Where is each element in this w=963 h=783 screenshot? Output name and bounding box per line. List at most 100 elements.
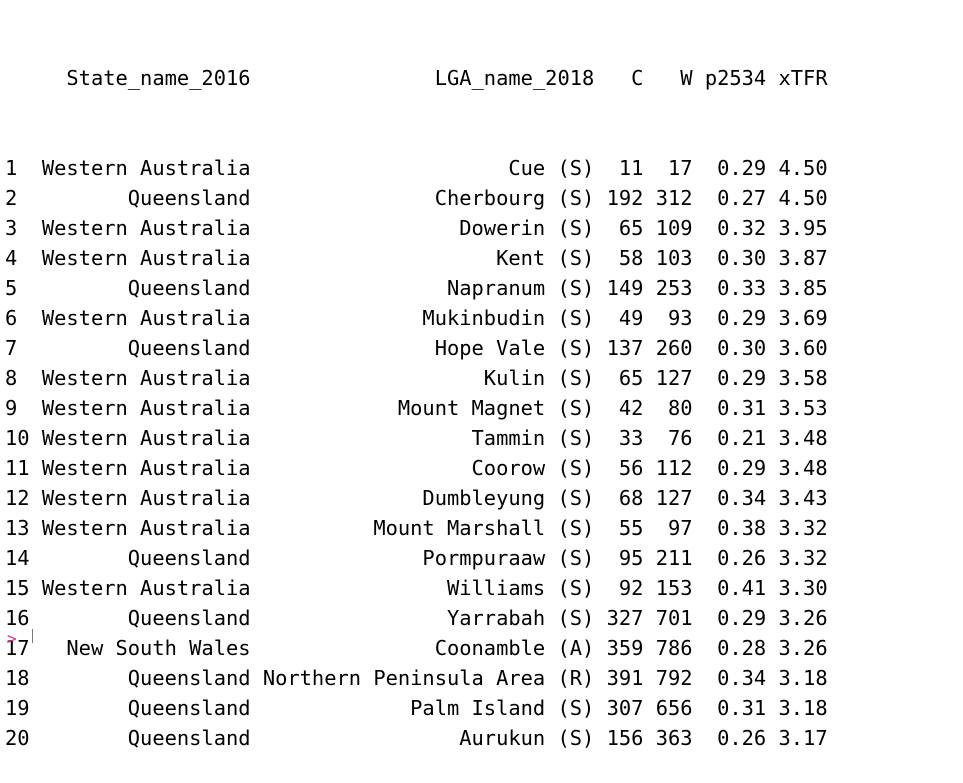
cell-c: 68 bbox=[606, 486, 644, 510]
cell-p2534: 0.29 bbox=[704, 606, 767, 630]
cell-lga: Pormpuraaw (S) bbox=[262, 546, 595, 570]
cell-c: 56 bbox=[606, 456, 644, 480]
cell-p2534: 0.30 bbox=[704, 246, 767, 270]
cell-state: Queensland bbox=[41, 696, 251, 720]
cell-w: 153 bbox=[655, 576, 693, 600]
cell-c: 33 bbox=[606, 426, 644, 450]
cell-lga: Napranum (S) bbox=[262, 276, 595, 300]
cell-xtfr: 3.43 bbox=[778, 486, 828, 510]
row-index: 8 bbox=[5, 366, 30, 390]
cell-xtfr: 3.48 bbox=[778, 456, 828, 480]
cell-lga: Coonamble (A) bbox=[262, 636, 595, 660]
row-index: 3 bbox=[5, 216, 30, 240]
cell-lga: Dumbleyung (S) bbox=[262, 486, 595, 510]
cell-lga: Williams (S) bbox=[262, 576, 595, 600]
cell-state: Western Australia bbox=[41, 306, 251, 330]
prompt-caret: > bbox=[7, 629, 17, 648]
cell-p2534: 0.32 bbox=[704, 216, 767, 240]
table-row: 17 New South Wales Coonamble (A) 359 786… bbox=[5, 633, 828, 663]
table-row: 20 Queensland Aurukun (S) 156 363 0.26 3… bbox=[5, 723, 828, 753]
table-row: 19 Queensland Palm Island (S) 307 656 0.… bbox=[5, 693, 828, 723]
row-index: 2 bbox=[5, 186, 30, 210]
table-row: 16 Queensland Yarrabah (S) 327 701 0.29 … bbox=[5, 603, 828, 633]
table-row: 6 Western Australia Mukinbudin (S) 49 93… bbox=[5, 303, 828, 333]
table-row: 7 Queensland Hope Vale (S) 137 260 0.30 … bbox=[5, 333, 828, 363]
cell-p2534: 0.33 bbox=[704, 276, 767, 300]
cell-state: Queensland bbox=[41, 186, 251, 210]
cell-state: Queensland bbox=[41, 726, 251, 750]
cell-xtfr: 3.58 bbox=[778, 366, 828, 390]
cell-state: Queensland bbox=[41, 606, 251, 630]
cell-lga: Cue (S) bbox=[262, 156, 595, 180]
row-index: 6 bbox=[5, 306, 30, 330]
cell-lga: Mukinbudin (S) bbox=[262, 306, 595, 330]
cell-state: Western Australia bbox=[41, 426, 251, 450]
cell-xtfr: 3.95 bbox=[778, 216, 828, 240]
cell-p2534: 0.34 bbox=[704, 486, 767, 510]
row-index: 1 bbox=[5, 156, 30, 180]
cell-w: 786 bbox=[655, 636, 693, 660]
table-row: 15 Western Australia Williams (S) 92 153… bbox=[5, 573, 828, 603]
cell-c: 65 bbox=[606, 216, 644, 240]
cell-xtfr: 3.32 bbox=[778, 546, 828, 570]
cell-p2534: 0.28 bbox=[704, 636, 767, 660]
cell-w: 97 bbox=[655, 516, 693, 540]
row-index: 19 bbox=[5, 696, 30, 720]
cell-lga: Yarrabah (S) bbox=[262, 606, 595, 630]
cell-w: 363 bbox=[655, 726, 693, 750]
cell-w: 76 bbox=[655, 426, 693, 450]
row-index: 10 bbox=[5, 426, 30, 450]
cell-lga: Mount Marshall (S) bbox=[262, 516, 595, 540]
table-row: 18 Queensland Northern Peninsula Area (R… bbox=[5, 663, 828, 693]
cell-w: 127 bbox=[655, 366, 693, 390]
table-row: 5 Queensland Napranum (S) 149 253 0.33 3… bbox=[5, 273, 828, 303]
row-index-spacer bbox=[5, 66, 30, 90]
row-index: 9 bbox=[5, 396, 30, 420]
column-header-w: W bbox=[655, 66, 693, 90]
cell-c: 327 bbox=[606, 606, 644, 630]
table-row: 11 Western Australia Coorow (S) 56 112 0… bbox=[5, 453, 828, 483]
cell-c: 65 bbox=[606, 366, 644, 390]
cell-xtfr: 3.32 bbox=[778, 516, 828, 540]
cell-xtfr: 3.53 bbox=[778, 396, 828, 420]
cell-p2534: 0.31 bbox=[704, 396, 767, 420]
cell-c: 307 bbox=[606, 696, 644, 720]
cell-xtfr: 3.60 bbox=[778, 336, 828, 360]
cell-c: 192 bbox=[606, 186, 644, 210]
cell-p2534: 0.29 bbox=[704, 456, 767, 480]
cell-xtfr: 3.18 bbox=[778, 696, 828, 720]
console-output: State_name_2016 LGA_name_2018 C W p2534 … bbox=[5, 3, 828, 783]
row-index: 15 bbox=[5, 576, 30, 600]
cell-w: 93 bbox=[655, 306, 693, 330]
column-header-p2534: p2534 bbox=[704, 66, 767, 90]
cell-p2534: 0.38 bbox=[704, 516, 767, 540]
cell-state: Western Australia bbox=[41, 246, 251, 270]
cell-c: 149 bbox=[606, 276, 644, 300]
row-index: 4 bbox=[5, 246, 30, 270]
cell-p2534: 0.26 bbox=[704, 726, 767, 750]
cell-w: 80 bbox=[655, 396, 693, 420]
cell-lga: Kulin (S) bbox=[262, 366, 595, 390]
cell-state: Western Australia bbox=[41, 576, 251, 600]
column-header-xtfr: xTFR bbox=[778, 66, 828, 90]
table-body: 1 Western Australia Cue (S) 11 17 0.29 4… bbox=[5, 153, 828, 753]
cell-state: Queensland bbox=[41, 336, 251, 360]
cell-lga: Dowerin (S) bbox=[262, 216, 595, 240]
cell-c: 95 bbox=[606, 546, 644, 570]
cell-c: 49 bbox=[606, 306, 644, 330]
cell-p2534: 0.31 bbox=[704, 696, 767, 720]
column-header-state: State_name_2016 bbox=[41, 66, 251, 90]
cell-p2534: 0.27 bbox=[704, 186, 767, 210]
cell-c: 359 bbox=[606, 636, 644, 660]
table-header: State_name_2016 LGA_name_2018 C W p2534 … bbox=[5, 63, 828, 93]
cell-w: 211 bbox=[655, 546, 693, 570]
row-index: 7 bbox=[5, 336, 30, 360]
table-row: 13 Western Australia Mount Marshall (S) … bbox=[5, 513, 828, 543]
cell-p2534: 0.21 bbox=[704, 426, 767, 450]
console-prompt[interactable]: > bbox=[5, 624, 65, 648]
table-row: 8 Western Australia Kulin (S) 65 127 0.2… bbox=[5, 363, 828, 393]
table-row: 10 Western Australia Tammin (S) 33 76 0.… bbox=[5, 423, 828, 453]
cell-c: 58 bbox=[606, 246, 644, 270]
row-index: 18 bbox=[5, 666, 30, 690]
cell-state: Western Australia bbox=[41, 156, 251, 180]
